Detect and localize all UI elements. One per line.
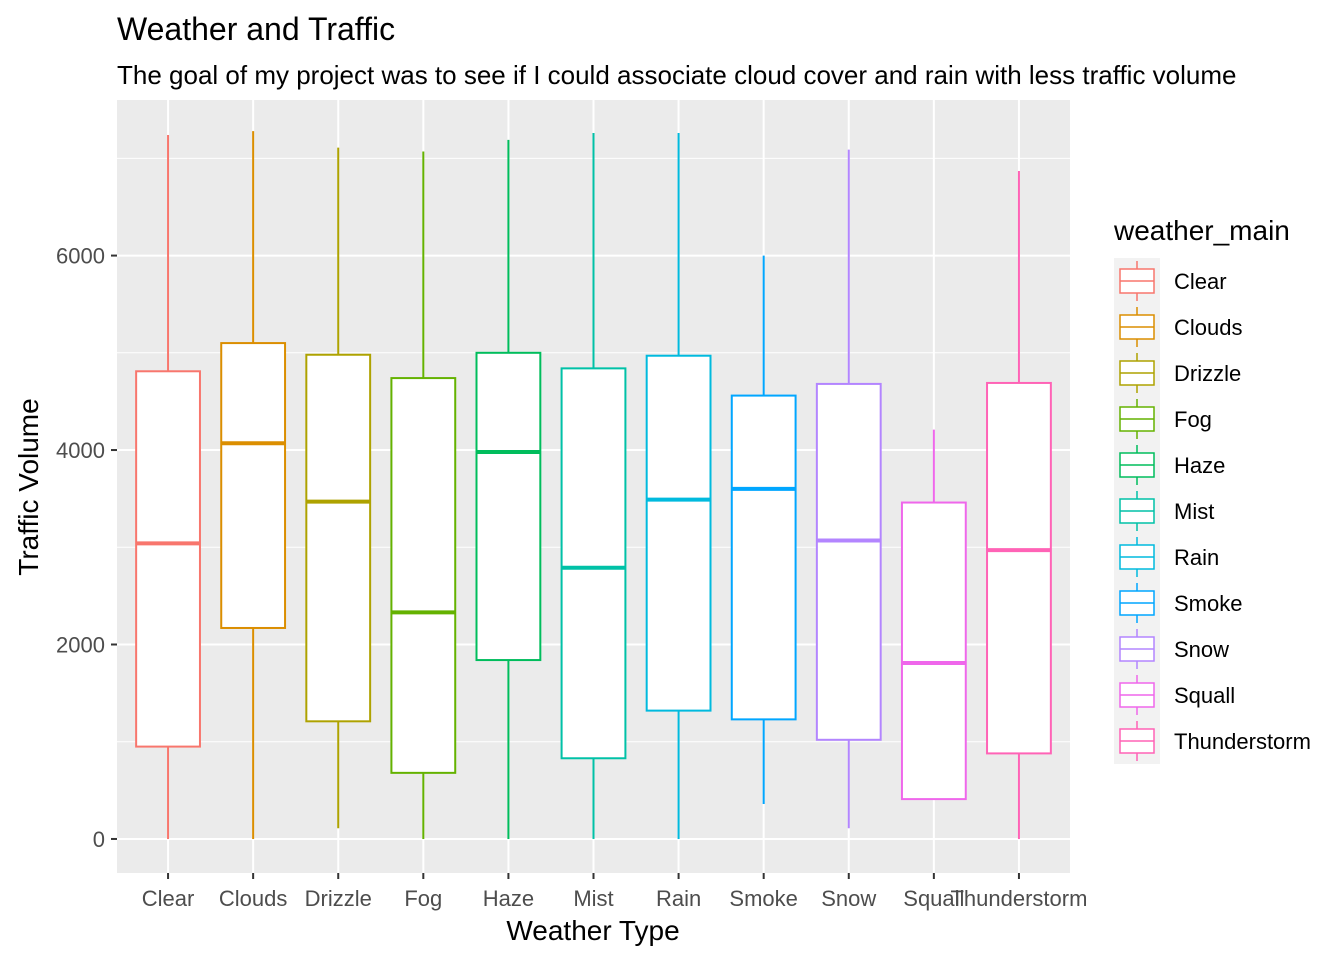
legend-item-haze: Haze [1119,445,1225,485]
boxes-layer [135,131,1052,839]
box-body [560,367,627,760]
x-axis-title: Weather Type [506,915,679,946]
y-tick-label: 6000 [56,244,105,269]
box-thunderstorm [986,170,1052,839]
legend-item-clear: Clear [1119,261,1227,301]
box-body [220,342,287,629]
legend-label: Snow [1174,637,1229,662]
legend-label: Mist [1174,499,1214,524]
legend-item-snow: Snow [1119,629,1229,669]
y-axis-ticks: 0 2000 4000 6000 [56,244,117,852]
legend-item-smoke: Smoke [1119,583,1242,623]
legend-label: Thunderstorm [1174,729,1311,754]
box-smoke [730,255,797,804]
legend-label: Smoke [1174,591,1242,616]
y-tick-label: 0 [93,827,105,852]
legend-item-mist: Mist [1119,491,1214,531]
legend-label: Clear [1174,269,1227,294]
y-tick-label: 4000 [56,438,105,463]
x-tick-label: Haze [483,886,534,911]
legend-item-clouds: Clouds [1119,307,1242,347]
box-body [815,382,882,741]
x-tick-label: Rain [656,886,701,911]
box-body [305,353,372,723]
x-tick-label: Clear [142,886,195,911]
y-axis-title: Traffic Volume [13,398,44,575]
x-axis-ticks: Clear Clouds Drizzle Fog Haze Mist Rain Smoke Sn… [142,873,1087,911]
box-haze [475,139,542,839]
box-squall [900,429,967,801]
legend-label: Squall [1174,683,1235,708]
chart-subtitle: The goal of my project was to see if I c… [117,60,1237,90]
x-tick-label: Drizzle [305,886,372,911]
box-fog [390,151,457,839]
box-body [900,501,967,801]
box-rain [645,133,712,839]
legend-item-rain: Rain [1119,537,1219,577]
legend-item-squall: Squall [1119,675,1235,715]
box-mist [560,133,627,839]
box-body [645,354,712,712]
legend-item-drizzle: Drizzle [1119,353,1241,393]
x-tick-label: Thunderstorm [950,886,1087,911]
box-drizzle [305,147,372,829]
box-body [730,394,797,721]
y-tick-label: 2000 [56,633,105,658]
legend-label: Rain [1174,545,1219,570]
x-tick-label: Squall [903,886,964,911]
x-tick-label: Mist [573,886,613,911]
legend-label: Clouds [1174,315,1242,340]
box-body [135,370,201,748]
box-snow [815,149,882,829]
box-clear [135,135,201,839]
chart-title: Weather and Traffic [117,11,395,47]
x-tick-label: Clouds [219,886,287,911]
legend-label: Drizzle [1174,361,1241,386]
box-clouds [220,131,287,839]
legend-item-fog: Fog [1119,399,1212,439]
box-body [986,381,1052,755]
box-body [390,377,457,774]
box-body [475,351,542,662]
x-tick-label: Snow [821,886,876,911]
legend: Clear Clouds Drizzle Fog Haze Mist Rain Smoke Sn… [1119,261,1311,761]
legend-item-thunderstorm: Thunderstorm [1119,721,1311,761]
x-tick-label: Fog [404,886,442,911]
legend-label: Fog [1174,407,1212,432]
legend-label: Haze [1174,453,1225,478]
x-tick-label: Smoke [729,886,797,911]
legend-title: weather_main [1113,215,1290,246]
